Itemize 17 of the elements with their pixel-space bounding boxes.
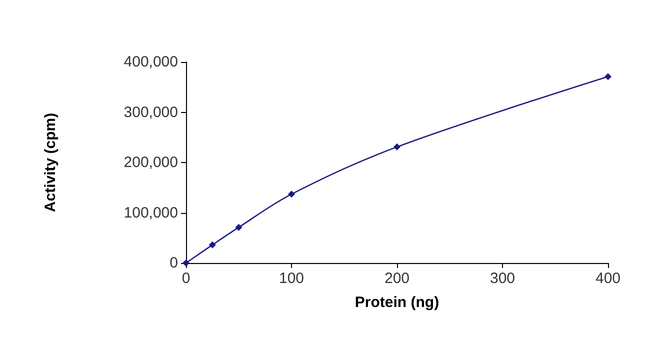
y-tick-label: 300,000 (124, 104, 178, 121)
point (288, 190, 295, 198)
y-tick-label: 400,000 (124, 54, 178, 70)
y-axis-title: Activity (cpm) (42, 112, 59, 212)
y-tick-label: 200,000 (124, 154, 178, 171)
x-tick-label: 400 (595, 270, 621, 287)
x-tick-label: 0 (182, 270, 190, 287)
point (394, 143, 400, 150)
x-axis-title: Protein (ng) (354, 294, 440, 311)
x-tick-label: 200 (384, 270, 410, 287)
point (604, 73, 612, 80)
y-tick-label: 0 (170, 254, 178, 272)
point (208, 241, 216, 248)
y-tick-label: 100,000 (124, 204, 178, 222)
x-tick-label: 100 (278, 270, 304, 287)
x-tick-label: 300 (490, 270, 516, 287)
point (235, 224, 242, 231)
